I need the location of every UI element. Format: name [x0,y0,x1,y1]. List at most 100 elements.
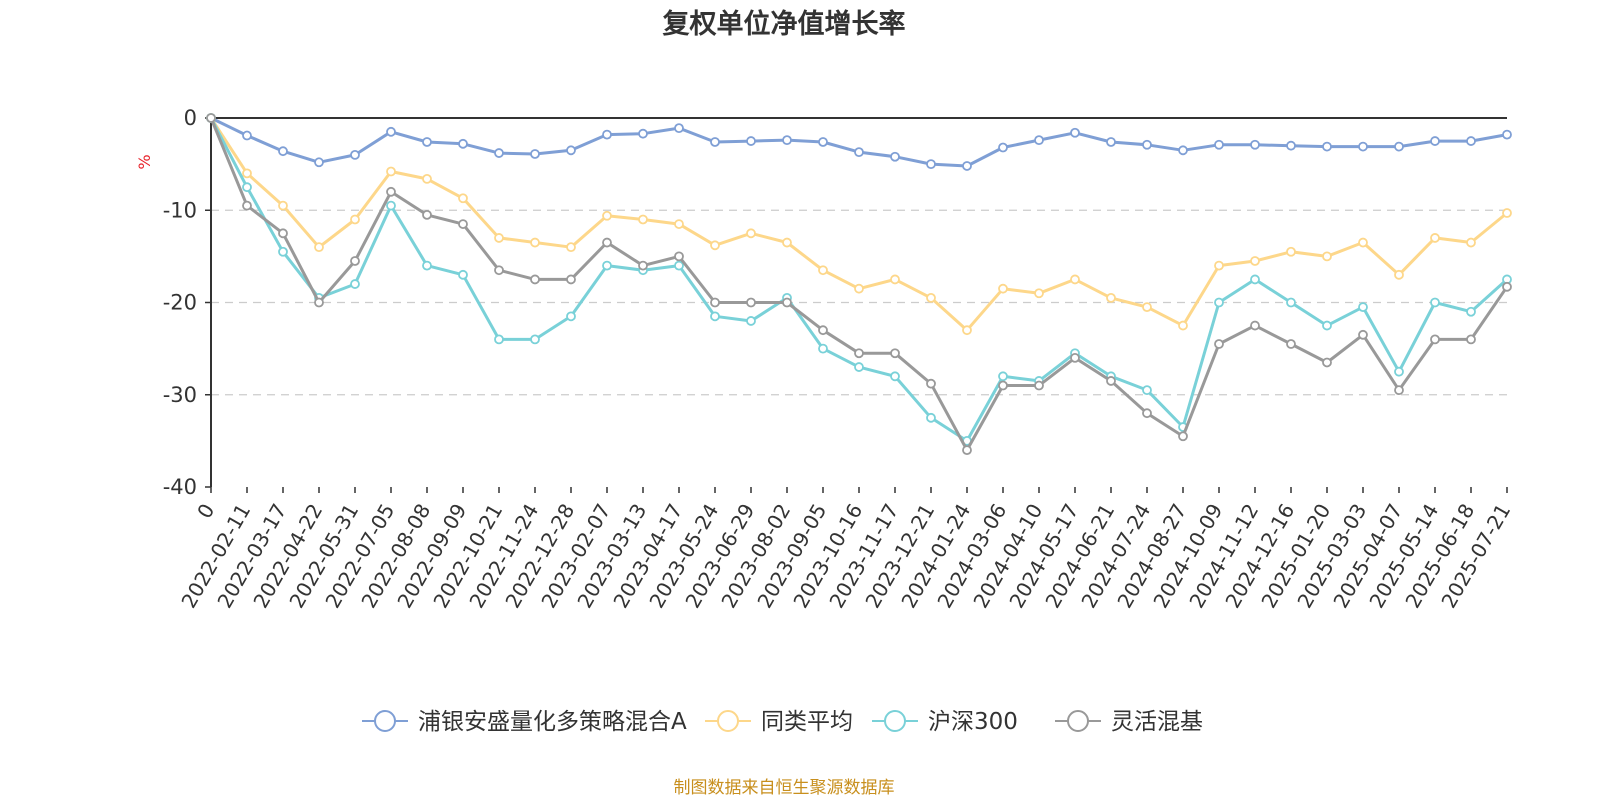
data-point [1250,320,1260,331]
data-point [998,142,1008,153]
data-point [566,311,576,322]
data-point [818,325,828,336]
data-point [1358,329,1368,340]
data-point [926,292,936,303]
data-point [1430,136,1440,146]
legend-marker [717,710,739,732]
data-point [710,297,720,308]
data-point [278,200,288,211]
data-point [1106,137,1116,147]
data-point [818,343,828,354]
data-point [890,151,900,162]
data-point [1322,141,1332,152]
data-point [1502,129,1512,140]
data-point [1142,385,1152,396]
data-point [1034,135,1044,146]
data-point [242,182,252,193]
y-tick-label: -30 [163,383,197,407]
data-point [998,371,1008,382]
data-point [782,297,792,308]
data-point [1466,237,1476,248]
data-point [1178,145,1188,156]
data-point [1286,339,1296,349]
data-point [314,297,324,308]
series-line [210,116,1508,168]
data-point [1178,431,1188,442]
data-point [386,200,396,211]
data-point [422,209,432,220]
y-ticks: 0 -10 -20 -30 -40 [163,106,211,499]
data-point [1142,408,1152,419]
data-point [530,334,540,345]
legend[interactable]: 浦银安盛量化多策略混合A 同类平均 沪深300 灵活混基 [362,709,1203,735]
source-note: 制图数据来自恒生聚源数据库 [674,778,895,798]
data-point [638,260,648,271]
data-point [962,445,972,456]
data-point [1502,208,1512,218]
data-point [566,274,576,285]
chart-title: 复权单位净值增长率 [663,8,906,40]
data-point [674,123,684,134]
data-point [1214,297,1224,308]
data-point [494,233,504,243]
data-point [386,166,396,177]
legend-marker [1067,710,1089,732]
data-point [314,157,324,168]
data-point [530,237,540,248]
data-point [422,173,432,184]
data-point [422,260,432,271]
data-point [746,297,756,308]
legend-item[interactable]: 沪深300 [872,709,1018,735]
data-point [1286,140,1296,151]
data-point [710,137,720,147]
data-point [494,265,504,276]
data-point [1430,233,1440,243]
y-tick-label: -20 [163,291,197,315]
data-point [1322,357,1332,368]
legend-label: 灵活混基 [1111,709,1203,735]
legend-item[interactable]: 浦银安盛量化多策略混合A [362,709,687,735]
data-point [458,138,468,149]
legend-item[interactable]: 同类平均 [705,709,853,735]
data-point [530,274,540,285]
data-point [1322,251,1332,262]
data-point [206,113,216,123]
data-point [998,283,1008,294]
data-point [1358,302,1368,313]
y-axis-label: % [135,154,154,169]
data-point [1394,141,1404,152]
data-point [278,146,288,157]
legend-label: 沪深300 [928,709,1018,735]
data-point [890,274,900,285]
data-point [638,214,648,225]
data-point [854,362,864,372]
data-point [674,260,684,271]
data-point [278,246,288,257]
data-point [1430,334,1440,345]
data-point [962,325,972,336]
data-point [1250,139,1260,150]
data-point [710,240,720,251]
data-point [1322,320,1332,331]
data-point [746,316,756,326]
y-tick-label: -40 [163,475,197,499]
data-point [1142,302,1152,313]
y-tick-label: -10 [163,198,197,222]
data-point [1286,297,1296,308]
data-point [1394,366,1404,377]
data-point [458,193,468,204]
data-point [1358,237,1368,248]
legend-item[interactable]: 灵活混基 [1055,709,1203,735]
data-point [242,200,252,211]
data-point [1250,274,1260,285]
data-point [1250,256,1260,266]
data-point [566,242,576,253]
data-point [674,251,684,262]
data-point [1106,292,1116,303]
data-point [1466,334,1476,345]
data-point [350,149,360,160]
data-point [386,186,396,197]
data-point [818,137,828,147]
data-point [602,210,612,221]
data-point [1394,385,1404,396]
